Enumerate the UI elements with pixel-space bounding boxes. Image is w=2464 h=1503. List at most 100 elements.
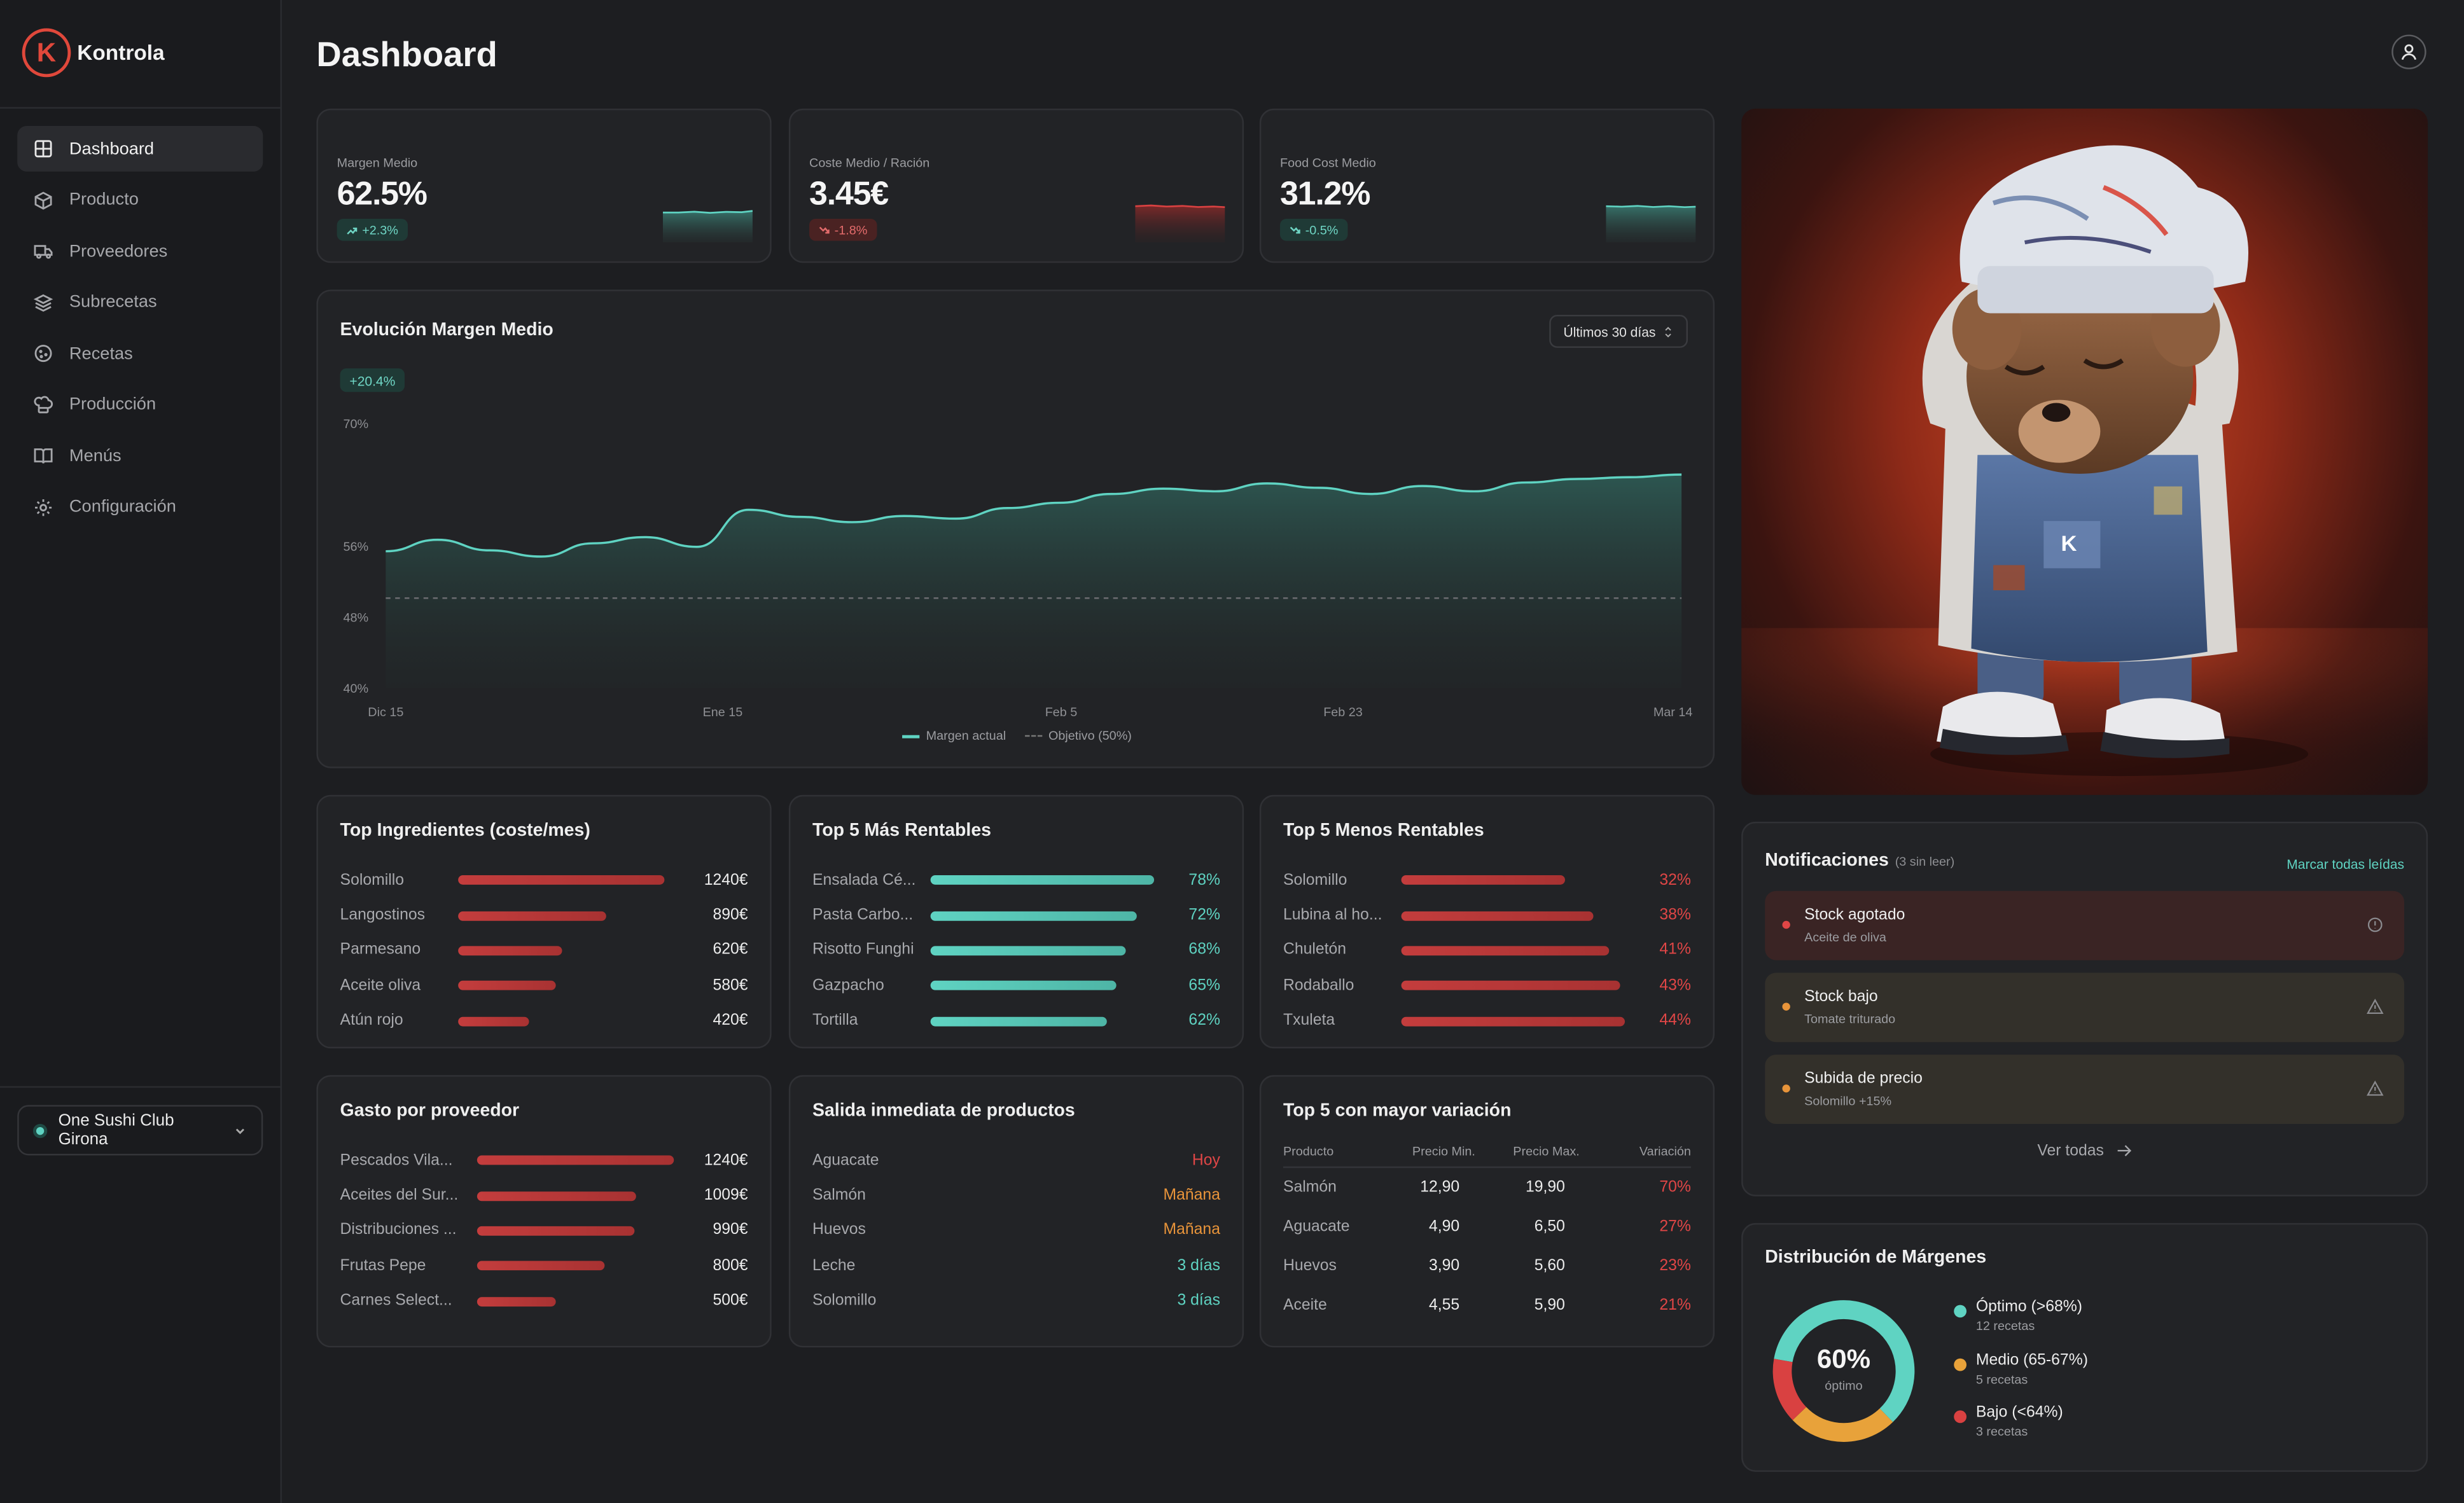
sidebar-item-producto[interactable]: Producto xyxy=(17,177,263,223)
sidebar: K Kontrola Dashboard Producto Proveedore… xyxy=(0,0,282,1503)
truck-icon xyxy=(34,245,53,259)
item-name: Solomillo xyxy=(340,871,404,889)
list-item: Distribuciones ... 990€ xyxy=(340,1214,748,1249)
immediate-out-card: Salida inmediata de productos Aguacate Ho… xyxy=(788,1075,1244,1348)
sidebar-item-configuracion[interactable]: Configuración xyxy=(17,484,263,530)
trend-down-icon xyxy=(819,226,830,233)
list-item[interactable]: Huevos Mañana xyxy=(812,1214,1220,1249)
value-bar-track xyxy=(1401,1016,1625,1026)
sidebar-item-recetas[interactable]: Recetas xyxy=(17,331,263,377)
list-item[interactable]: Solomillo 3 días xyxy=(812,1284,1220,1319)
list-item[interactable]: Aguacate Hoy xyxy=(812,1143,1220,1178)
list-item[interactable]: Salmón Mañana xyxy=(812,1178,1220,1213)
sidebar-item-label: Dashboard xyxy=(69,139,155,158)
value-bar xyxy=(1401,946,1610,956)
card-title: Notificaciones (3 sin leer) xyxy=(1765,852,1954,871)
value-bar-track xyxy=(930,981,1154,991)
sidebar-item-subrecetas[interactable]: Subrecetas xyxy=(17,279,263,325)
notification-item[interactable]: Stock agotado Aceite de oliva xyxy=(1765,890,2405,960)
sidebar-item-label: Producto xyxy=(69,190,139,210)
list-item: Gazpacho 65% xyxy=(812,968,1220,1003)
table-row[interactable]: Huevos 3,90 5,60 23% xyxy=(1283,1257,1691,1280)
notification-subtitle: Solomillo +15% xyxy=(1804,1093,1892,1109)
item-name: Parmesano xyxy=(340,942,421,960)
notification-item[interactable]: Subida de precio Solomillo +15% xyxy=(1765,1055,2405,1125)
value-bar xyxy=(477,1155,674,1165)
margin-distribution-card: Distribución de Márgenes 60% óptimo Ópti… xyxy=(1741,1222,2428,1472)
table-row[interactable]: Aguacate 4,90 6,50 27% xyxy=(1283,1218,1691,1240)
item-name: Distribuciones ... xyxy=(340,1222,457,1240)
unread-count: (3 sin leer) xyxy=(1895,854,1955,869)
chevron-down-icon xyxy=(235,1128,244,1133)
supplier-spend-card: Gasto por proveedor Pescados Vila... 1240… xyxy=(316,1075,772,1348)
chart-delta-badge: +20.4% xyxy=(340,368,405,392)
brand[interactable]: K Kontrola xyxy=(22,28,165,78)
kpi-sparkline xyxy=(1135,204,1225,243)
list-item[interactable]: Leche 3 días xyxy=(812,1249,1220,1284)
item-name: Aguacate xyxy=(812,1151,879,1170)
immediate-out-list: Aguacate Hoy Salmón Mañana Huevos Mañana Le… xyxy=(812,1143,1220,1319)
legend-item-actual: Margen actual xyxy=(902,729,1006,743)
notification-title: Subida de precio xyxy=(1804,1070,1923,1088)
legend-dot xyxy=(1954,1410,1967,1423)
user-icon xyxy=(2401,44,2417,60)
notification-subtitle: Aceite de oliva xyxy=(1804,930,1886,945)
value-bar-track xyxy=(458,981,664,991)
see-all-link[interactable]: Ver todas xyxy=(1743,1143,2426,1160)
value-bar-track xyxy=(1401,910,1625,920)
legend-count: 3 recetas xyxy=(1975,1424,2028,1439)
kpi-label: Food Cost Medio xyxy=(1280,156,1376,170)
notifications-card: Notificaciones (3 sin leer) Marcar todas … xyxy=(1741,821,2428,1196)
cell-variation: 27% xyxy=(1659,1218,1691,1236)
value-bar xyxy=(1401,910,1594,920)
org-switcher[interactable]: One Sushi Club Girona xyxy=(17,1105,263,1156)
item-value: 32% xyxy=(1659,871,1691,889)
item-value: 1240€ xyxy=(704,871,748,889)
table-row[interactable]: Aceite 4,55 5,90 21% xyxy=(1283,1297,1691,1319)
user-menu-button[interactable] xyxy=(2391,34,2426,69)
item-name: Salmón xyxy=(812,1187,866,1205)
table-row[interactable]: Salmón 12,90 19,90 70% xyxy=(1283,1179,1691,1202)
legend-count: 12 recetas xyxy=(1975,1319,2035,1334)
cell-variation: 21% xyxy=(1659,1297,1691,1315)
sidebar-item-label: Configuración xyxy=(69,497,176,516)
cell-max-price: 5,90 xyxy=(1534,1297,1565,1315)
donut-center-value: 60% xyxy=(1816,1344,1871,1375)
kpi-value: 3.45€ xyxy=(809,176,889,213)
item-value: 800€ xyxy=(713,1257,748,1275)
kpi-delta-badge: -1.8% xyxy=(809,218,877,241)
value-bar-track xyxy=(930,910,1154,920)
sidebar-item-proveedores[interactable]: Proveedores xyxy=(17,228,263,274)
range-select[interactable]: Últimos 30 días xyxy=(1549,314,1687,348)
cell-product: Salmón xyxy=(1283,1179,1337,1196)
sidebar-divider xyxy=(0,107,282,109)
bear-chef-illustration: K xyxy=(1741,145,2428,795)
cell-min-price: 4,55 xyxy=(1428,1297,1460,1315)
list-item: Atún rojo 420€ xyxy=(340,1004,748,1039)
cell-variation: 70% xyxy=(1659,1179,1691,1196)
list-item: Frutas Pepe 800€ xyxy=(340,1249,748,1284)
value-bar xyxy=(477,1226,635,1236)
item-name: Solomillo xyxy=(812,1292,877,1310)
value-bar-track xyxy=(477,1226,674,1236)
org-status-dot xyxy=(32,1123,48,1138)
cell-min-price: 3,90 xyxy=(1428,1257,1460,1275)
mark-all-read-link[interactable]: Marcar todas leídas xyxy=(2287,856,2405,873)
cell-min-price: 12,90 xyxy=(1420,1179,1460,1196)
notification-item[interactable]: Stock bajo Tomate triturado xyxy=(1765,973,2405,1042)
kpi-delta-badge: +2.3% xyxy=(337,218,408,241)
legend-label: Objetivo (50%) xyxy=(1048,728,1132,744)
chart-legend: Margen actual Objetivo (50%) xyxy=(318,729,1716,743)
sidebar-item-label: Proveedores xyxy=(69,241,168,261)
sidebar-item-menus[interactable]: Menús xyxy=(17,433,263,479)
item-status: Mañana xyxy=(1163,1222,1220,1240)
margin-evolution-card: Evolución Margen Medio Últimos 30 días +… xyxy=(316,289,1715,768)
sidebar-item-produccion[interactable]: Producción xyxy=(17,382,263,427)
profitable-list: Ensalada Cé... 78% Pasta Carbo... 72% Riso… xyxy=(812,862,1220,1039)
top-profitable-card: Top 5 Más Rentables Ensalada Cé... 78% Pa… xyxy=(788,794,1244,1049)
sidebar-item-dashboard[interactable]: Dashboard xyxy=(17,125,263,172)
item-name: Gazpacho xyxy=(812,977,884,995)
least-profitable-list: Solomillo 32% Lubina al ho... 38% Chuletón… xyxy=(1283,862,1691,1039)
item-value: 65% xyxy=(1188,977,1220,995)
